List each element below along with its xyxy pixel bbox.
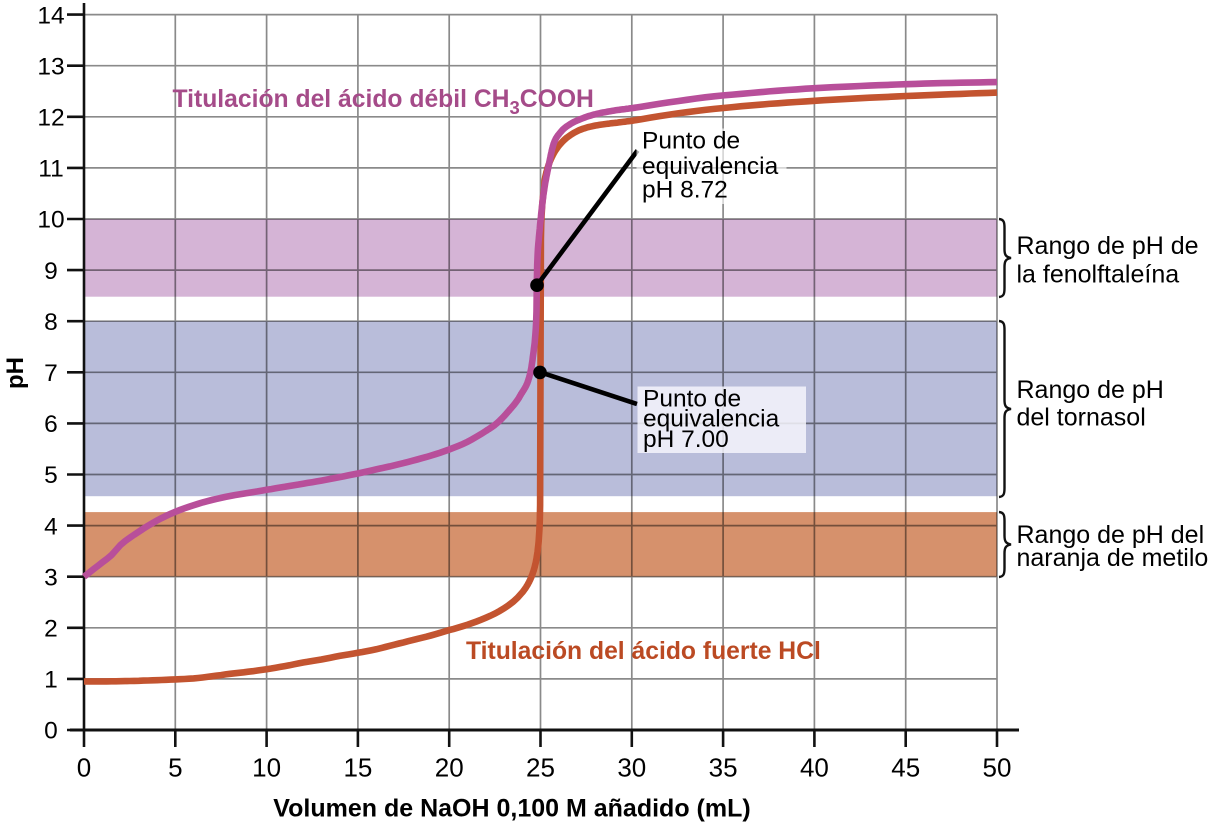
svg-text:Punto de: Punto de bbox=[643, 385, 741, 412]
svg-text:la fenolftaleína: la fenolftaleína bbox=[1017, 261, 1180, 289]
svg-text:Titulación del ácido débil CH3: Titulación del ácido débil CH3COOH bbox=[173, 86, 594, 118]
svg-text:0: 0 bbox=[44, 718, 58, 745]
svg-text:11: 11 bbox=[38, 156, 63, 183]
svg-text:3: 3 bbox=[44, 564, 58, 591]
svg-text:4: 4 bbox=[44, 513, 58, 540]
svg-text:6: 6 bbox=[44, 411, 58, 438]
svg-text:20: 20 bbox=[435, 753, 464, 783]
svg-text:Titulación del ácido fuerte HC: Titulación del ácido fuerte HCl bbox=[466, 638, 821, 665]
svg-text:naranja de metilo: naranja de metilo bbox=[1017, 544, 1209, 572]
svg-text:Rango de pH: Rango de pH bbox=[1017, 376, 1164, 404]
svg-text:pH: pH bbox=[2, 357, 29, 389]
svg-text:14: 14 bbox=[37, 2, 64, 29]
svg-text:equivalencia: equivalencia bbox=[642, 153, 779, 180]
svg-text:7: 7 bbox=[44, 360, 58, 387]
svg-text:10: 10 bbox=[252, 753, 281, 783]
svg-text:5: 5 bbox=[168, 753, 182, 783]
svg-text:30: 30 bbox=[617, 753, 646, 783]
svg-text:1: 1 bbox=[44, 667, 58, 694]
svg-text:15: 15 bbox=[343, 753, 372, 783]
svg-text:Rango de pH del: Rango de pH del bbox=[1017, 521, 1205, 549]
svg-text:13: 13 bbox=[37, 53, 64, 80]
svg-text:Volumen de NaOH 0,100 M añadid: Volumen de NaOH 0,100 M añadido (mL) bbox=[273, 794, 750, 822]
svg-text:9: 9 bbox=[44, 258, 58, 285]
svg-text:10: 10 bbox=[37, 207, 64, 234]
svg-text:25: 25 bbox=[526, 753, 555, 783]
svg-text:del tornasol: del tornasol bbox=[1017, 404, 1146, 432]
svg-text:12: 12 bbox=[37, 105, 64, 132]
svg-text:pH 7.00: pH 7.00 bbox=[643, 426, 729, 453]
svg-text:45: 45 bbox=[891, 753, 920, 783]
svg-text:Rango de pH de: Rango de pH de bbox=[1017, 232, 1199, 260]
svg-text:8: 8 bbox=[44, 309, 58, 336]
svg-text:pH 8.72: pH 8.72 bbox=[642, 177, 728, 204]
svg-text:0: 0 bbox=[77, 753, 91, 783]
svg-text:2: 2 bbox=[44, 616, 58, 643]
svg-text:40: 40 bbox=[800, 753, 829, 783]
svg-text:Punto de: Punto de bbox=[642, 127, 740, 154]
svg-text:50: 50 bbox=[983, 753, 1012, 783]
svg-text:35: 35 bbox=[709, 753, 738, 783]
svg-text:5: 5 bbox=[44, 462, 58, 489]
svg-text:equivalencia: equivalencia bbox=[643, 406, 780, 433]
